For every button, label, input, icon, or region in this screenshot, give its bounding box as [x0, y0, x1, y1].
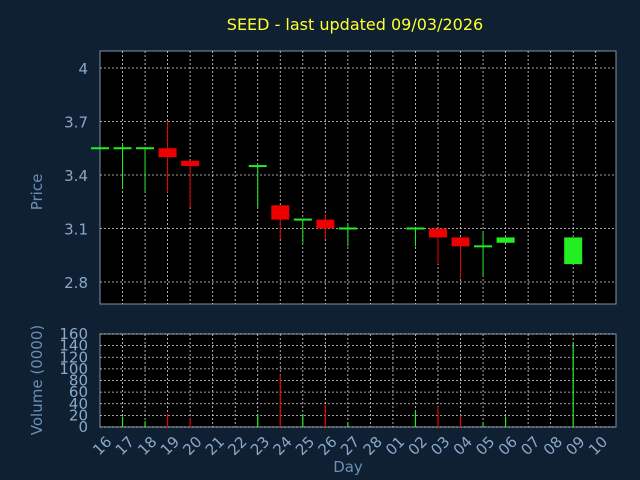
- price-tick-label: 3.1: [64, 221, 88, 239]
- candles: [91, 121, 583, 279]
- volume-tick-label: 20: [69, 406, 88, 424]
- candle-body: [248, 165, 267, 168]
- candle-body: [474, 245, 493, 248]
- volume-tick-label: 160: [59, 325, 88, 343]
- candle: [564, 237, 583, 265]
- candle-body: [158, 148, 177, 158]
- candle: [113, 142, 132, 190]
- volume-tick-label: 0: [78, 418, 88, 436]
- volume-tick-label: 120: [59, 348, 88, 366]
- candle-body: [113, 147, 132, 150]
- candle-body: [564, 237, 583, 265]
- price-tick-label: 3.4: [64, 167, 88, 185]
- volume-tick-label: 100: [59, 360, 88, 378]
- candle-body: [293, 218, 312, 221]
- chart-title: SEED - last updated 09/03/2026: [227, 15, 483, 34]
- volume-tick-label: 60: [69, 383, 88, 401]
- price-tick-label: 4: [78, 60, 88, 78]
- price-panel: 4 3.7 3.4 3.1 2.8 Price: [28, 50, 617, 305]
- candle: [406, 227, 425, 247]
- candle: [474, 232, 493, 277]
- candle-body: [428, 228, 447, 238]
- candle: [136, 147, 155, 192]
- candle: [338, 224, 357, 247]
- candle: [496, 237, 515, 243]
- volume-bars: [121, 342, 574, 427]
- candle: [271, 205, 290, 240]
- volume-axis-label: Volume (0000): [28, 325, 46, 435]
- volume-tick-label: 140: [59, 337, 88, 355]
- candle: [91, 147, 109, 150]
- price-tick-labels: 4 3.7 3.4 3.1 2.8: [64, 60, 88, 292]
- volume-tick-label: 40: [69, 395, 88, 413]
- price-grid: [100, 51, 616, 304]
- candle: [316, 214, 335, 240]
- candle: [181, 160, 200, 208]
- price-tick-label: 3.7: [64, 114, 88, 132]
- candle-body: [271, 205, 290, 220]
- candle-body: [451, 237, 470, 247]
- candle: [293, 218, 312, 243]
- candle: [248, 165, 267, 208]
- candle-body: [181, 160, 200, 167]
- candle-body: [316, 219, 335, 229]
- candle-body: [406, 227, 425, 230]
- volume-tick-label: 80: [69, 372, 88, 390]
- candle: [451, 237, 470, 279]
- candle: [158, 121, 177, 193]
- candle-body: [136, 147, 155, 150]
- candle-body: [496, 237, 515, 243]
- price-plot-area: [99, 50, 617, 305]
- price-axis-label: Price: [28, 174, 46, 211]
- candle: [428, 228, 447, 265]
- x-axis-label: Day: [333, 458, 363, 476]
- candle-body: [91, 147, 109, 150]
- candle-body: [338, 227, 357, 230]
- x-tick-labels: 1617181920212223242526272801020304050607…: [89, 433, 611, 459]
- price-tick-label: 2.8: [64, 274, 88, 292]
